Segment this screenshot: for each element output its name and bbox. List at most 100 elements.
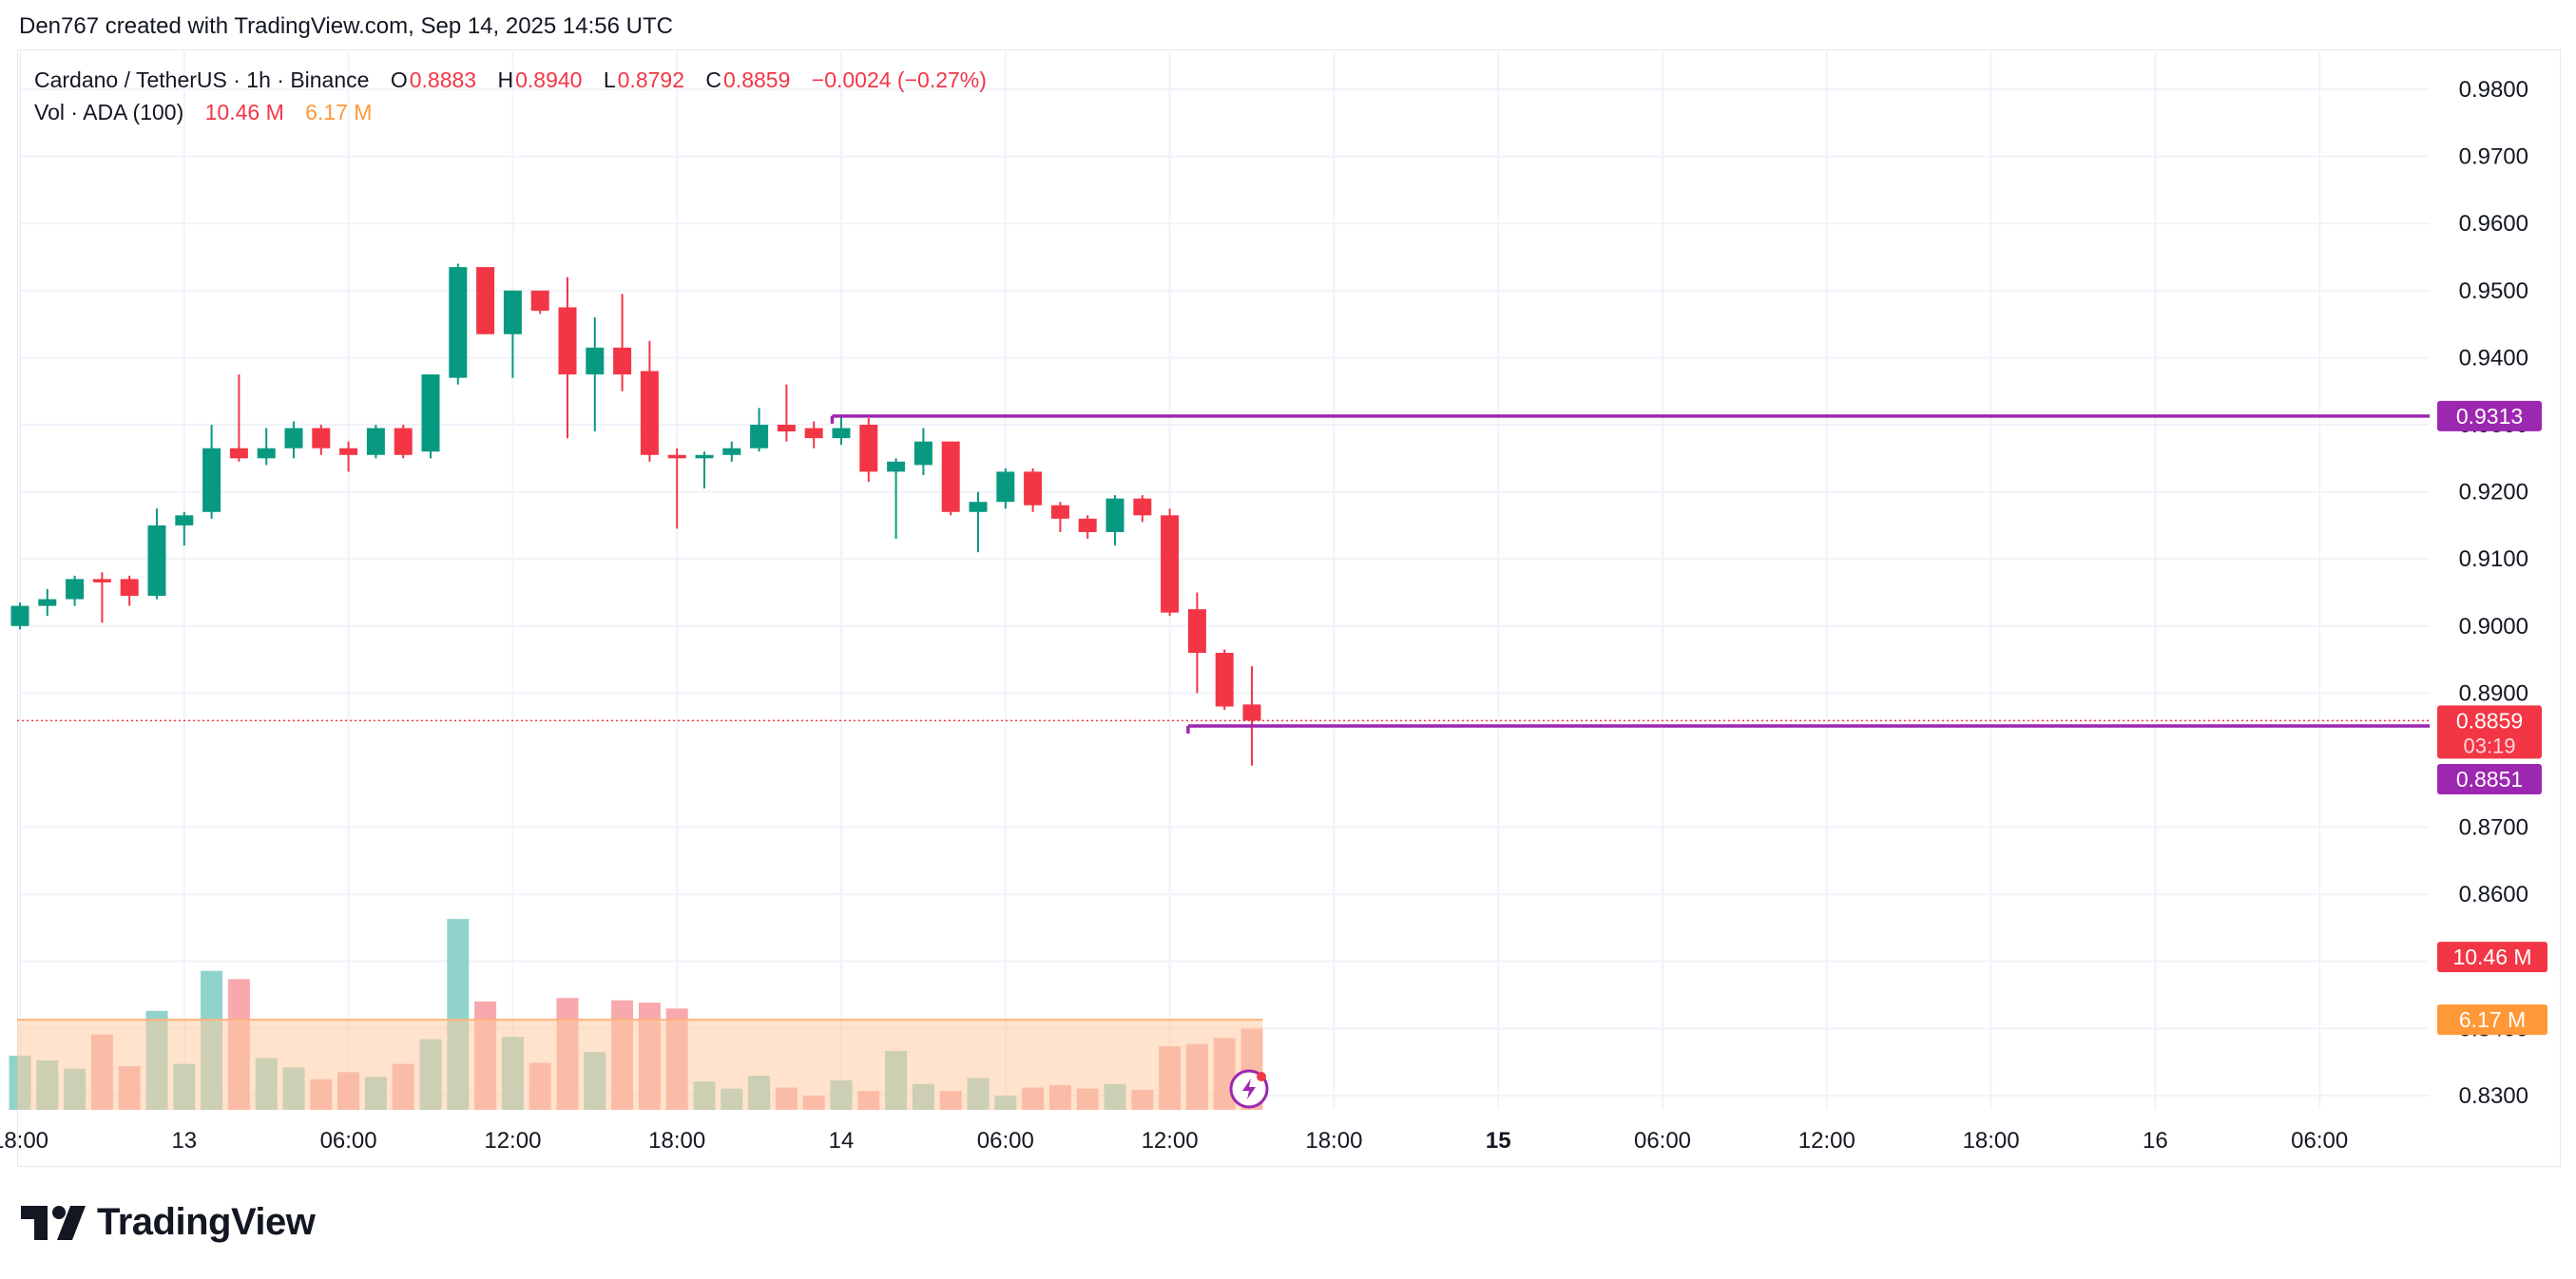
legend-open-value: 0.8883 — [409, 67, 477, 92]
time-axis-tick-label: 18:00 — [0, 1128, 48, 1154]
candle-body — [147, 525, 166, 597]
volume-bars — [9, 919, 1263, 1110]
candle-body — [339, 448, 358, 455]
time-axis-tick-label: 06:00 — [2291, 1128, 2348, 1154]
legend-volume: Vol · ADA (100) 10.46 M 6.17 M — [34, 100, 374, 125]
legend-high-value: 0.8940 — [515, 67, 583, 92]
time-axis-tick-label: 15 — [1486, 1128, 1511, 1154]
candle-body — [777, 425, 796, 432]
candle-body — [175, 515, 194, 525]
candle-body — [804, 428, 823, 439]
price-axis-tick-label: 0.9800 — [2459, 77, 2528, 103]
legend-close-label: C — [705, 67, 722, 92]
candle-body — [613, 347, 632, 375]
time-axis-tick-label: 12:00 — [484, 1128, 541, 1154]
candle-body — [476, 267, 495, 334]
price-axis-tick-label: 0.9000 — [2459, 614, 2528, 640]
time-axis-tick-label: 18:00 — [1305, 1128, 1362, 1154]
legend-low-value: 0.8792 — [617, 67, 684, 92]
candle-body — [1133, 498, 1152, 516]
candle-body — [996, 471, 1015, 503]
time-axis-tick-label: 06:00 — [1634, 1128, 1691, 1154]
price-axis-tick-label: 0.9700 — [2459, 144, 2528, 170]
price-axis-tick-label: 0.8300 — [2459, 1083, 2528, 1109]
level-price-tag-label: 0.8851 — [2456, 767, 2523, 792]
candle-body — [859, 425, 878, 472]
chart-caption: Den767 created with TradingView.com, Sep… — [19, 13, 673, 39]
candle-body — [832, 428, 851, 439]
candle-body — [1215, 653, 1234, 707]
time-axis-tick-label: 06:00 — [320, 1128, 377, 1154]
legend-high-label: H — [497, 67, 514, 92]
volume-ma-area — [17, 1020, 1263, 1110]
lightning-icon[interactable] — [1229, 1069, 1269, 1109]
candle-body — [38, 599, 57, 606]
candle-body — [586, 347, 605, 375]
legend-symbol[interactable]: Cardano / TetherUS · 1h · Binance — [34, 67, 370, 92]
price-axis-tick-label: 0.8600 — [2459, 882, 2528, 907]
legend-volume-value: 10.46 M — [204, 100, 284, 124]
legend-ohlc: Cardano / TetherUS · 1h · Binance O0.888… — [34, 67, 989, 93]
candle-body — [969, 502, 988, 512]
candle-body — [1242, 704, 1261, 721]
candle-body — [229, 448, 248, 459]
tradingview-logo-icon — [21, 1205, 86, 1240]
time-axis-tick-label: 12:00 — [1798, 1128, 1855, 1154]
volume-tag — [2437, 942, 2547, 973]
candle-body — [530, 290, 549, 311]
legend-volume-ma-value: 6.17 M — [305, 100, 373, 124]
last-price-countdown: 03:19 — [2463, 734, 2515, 757]
candle-body — [92, 579, 111, 582]
candle-body — [312, 428, 331, 449]
legend-volume-label[interactable]: Vol · ADA (100) — [34, 100, 184, 124]
time-axis-tick-label: 18:00 — [648, 1128, 705, 1154]
time-axis-tick-label: 12:00 — [1142, 1128, 1199, 1154]
candle-body — [1078, 518, 1097, 532]
chart-canvas[interactable]: 0.98000.97000.96000.95000.94000.93000.92… — [0, 0, 2576, 1184]
candle-body — [421, 374, 440, 452]
candle-body — [1105, 498, 1125, 532]
candle-body — [695, 454, 714, 459]
candle-body — [449, 267, 468, 378]
candle-body — [1050, 505, 1069, 519]
price-axis-tick-label: 0.9500 — [2459, 278, 2528, 304]
level-price-tag-label: 0.9313 — [2456, 404, 2523, 429]
candle-body — [503, 290, 522, 334]
candle-body — [120, 579, 139, 597]
time-axis-tick-label: 06:00 — [977, 1128, 1034, 1154]
tradingview-logo[interactable]: TradingView — [21, 1201, 316, 1244]
candle-body — [366, 428, 385, 455]
price-axis-tick-label: 0.9400 — [2459, 345, 2528, 371]
level-price-tag — [2437, 400, 2542, 431]
candle-body — [640, 371, 659, 455]
legend-change: −0.0024 (−0.27%) — [811, 67, 987, 92]
candle-body — [750, 425, 769, 449]
legend-open-label: O — [390, 67, 408, 92]
candle-body — [202, 448, 221, 512]
time-axis-tick-label: 18:00 — [1963, 1128, 2020, 1154]
candle-body — [10, 605, 29, 626]
last-price-tag — [2437, 705, 2542, 759]
time-axis-tick-label: 16 — [2143, 1128, 2168, 1154]
candle-body — [913, 441, 932, 466]
candle-body — [667, 454, 686, 459]
price-axis-tick-label: 0.8700 — [2459, 815, 2528, 841]
legend-close-value: 0.8859 — [723, 67, 791, 92]
time-axis-tick-label: 13 — [171, 1128, 197, 1154]
tradingview-logo-text: TradingView — [97, 1201, 316, 1243]
candle-body — [284, 428, 303, 449]
volume-tag-label: 10.46 M — [2452, 945, 2531, 969]
time-axis-tick-label: 14 — [829, 1128, 855, 1154]
candle-body — [887, 461, 906, 472]
last-price-tag-value: 0.8859 — [2456, 708, 2523, 733]
candle-body — [941, 441, 960, 512]
lightning-icon-dot — [1257, 1072, 1266, 1081]
legend-low-label: L — [603, 67, 616, 92]
candle-body — [66, 579, 85, 600]
price-axis-tick-label: 0.8900 — [2459, 680, 2528, 706]
candle-body — [722, 448, 741, 455]
volume-tag-label: 6.17 M — [2459, 1007, 2526, 1032]
level-price-tag — [2437, 763, 2542, 794]
candle-body — [394, 428, 413, 455]
candles — [10, 263, 1261, 766]
